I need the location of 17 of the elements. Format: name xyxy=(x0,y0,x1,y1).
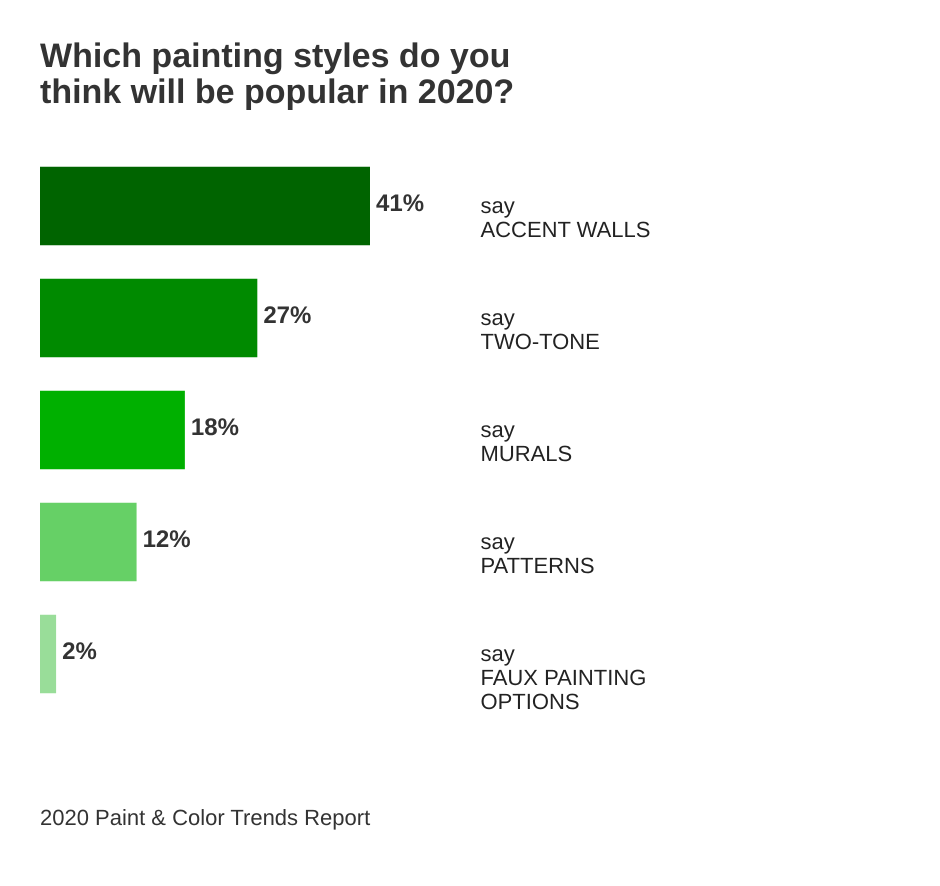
bar xyxy=(40,278,258,358)
data-label: 18% xyxy=(190,414,239,441)
data-label: 27% xyxy=(263,302,312,329)
data-label: 2% xyxy=(62,638,97,665)
y-tick-label: say FAUX PAINTING OPTIONS xyxy=(480,641,646,714)
bar xyxy=(40,166,370,246)
bar xyxy=(40,614,56,694)
data-label: 12% xyxy=(142,526,191,553)
y-tick-label: say TWO-TONE xyxy=(480,305,600,354)
chart-title: Which painting styles do you think will be popular in 2020? xyxy=(40,37,514,111)
text: 2020 Paint & Color Trends Report xyxy=(40,805,370,830)
bar xyxy=(40,502,137,582)
y-tick-label: say ACCENT WALLS xyxy=(480,193,650,242)
y-tick-label: say PATTERNS xyxy=(480,529,595,578)
data-label: 41% xyxy=(376,190,424,217)
bar xyxy=(40,390,185,470)
y-tick-label: say MURALS xyxy=(480,417,572,466)
